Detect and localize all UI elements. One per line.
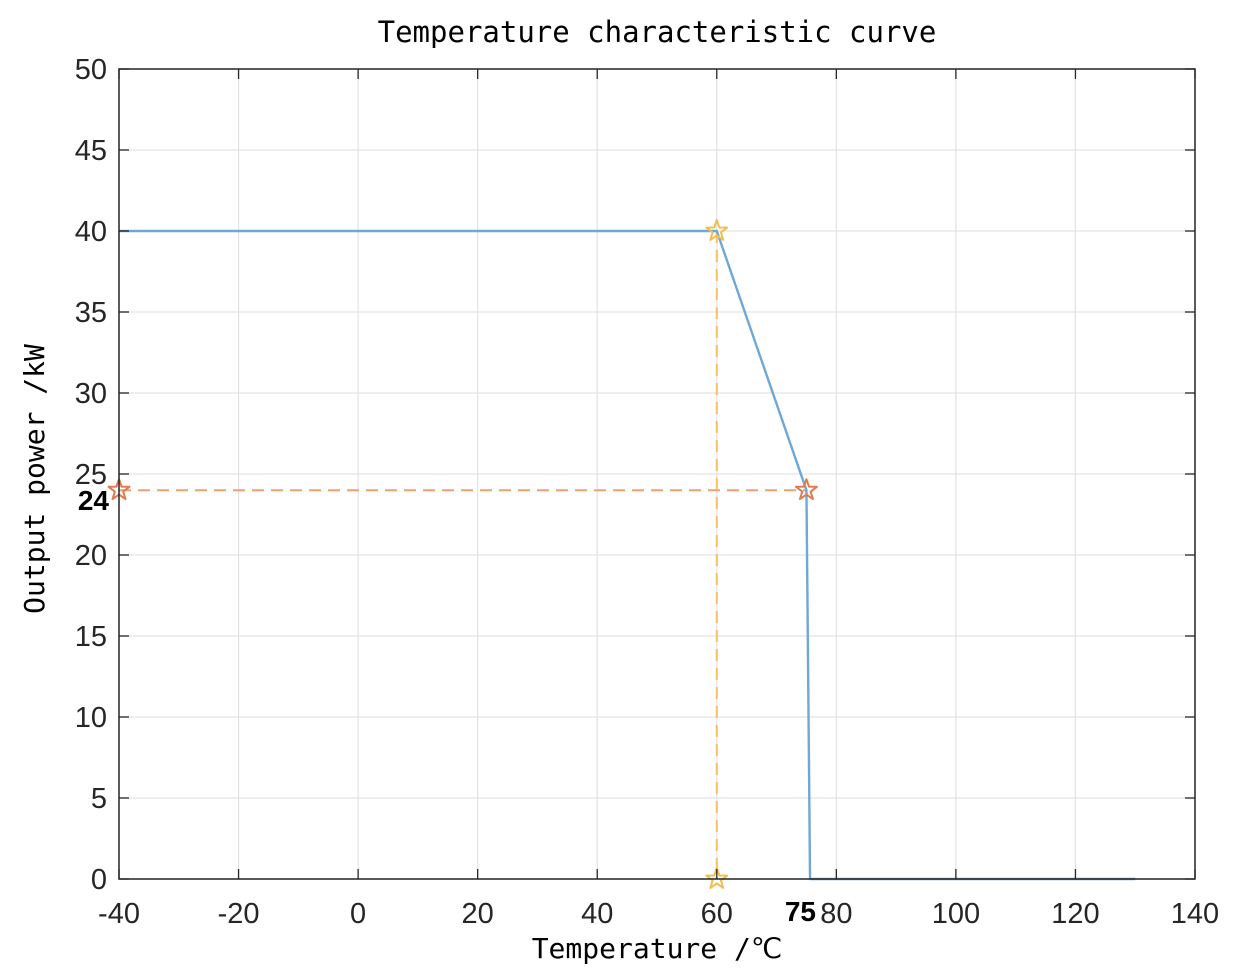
y-tick-label: 45 bbox=[75, 135, 107, 167]
x-tick-label: -40 bbox=[98, 898, 140, 930]
annotation-label: 24 bbox=[78, 485, 110, 516]
axis-ticks bbox=[118, 68, 1196, 880]
y-tick-label: 35 bbox=[75, 297, 107, 329]
annotation-label: 75 bbox=[785, 896, 816, 927]
y-tick-labels: 0 5 10 15 20 25 30 35 40 45 50 bbox=[75, 54, 107, 896]
y-tick-label: 15 bbox=[75, 621, 107, 653]
y-tick-label: 25 bbox=[75, 459, 107, 491]
annotations: 24 75 bbox=[78, 485, 816, 927]
chart-title: Temperature characteristic curve bbox=[378, 15, 937, 49]
x-tick-label: 40 bbox=[581, 898, 613, 930]
x-tick-label: 80 bbox=[820, 898, 852, 930]
y-axis-label: Output power /kW bbox=[18, 344, 51, 614]
x-tick-label: 60 bbox=[701, 898, 733, 930]
y-tick-label: 30 bbox=[75, 378, 107, 410]
x-tick-label: 20 bbox=[462, 898, 494, 930]
y-tick-label: 10 bbox=[75, 702, 107, 734]
star-marker bbox=[705, 219, 729, 241]
y-tick-label: 20 bbox=[75, 540, 107, 572]
x-tick-label: 140 bbox=[1171, 898, 1219, 930]
y-tick-label: 40 bbox=[75, 216, 107, 248]
y-tick-label: 5 bbox=[91, 783, 107, 815]
x-tick-label: 100 bbox=[932, 898, 980, 930]
x-tick-label: -20 bbox=[218, 898, 260, 930]
y-tick-label: 50 bbox=[75, 54, 107, 86]
x-axis-label: Temperature /℃ bbox=[532, 932, 783, 965]
x-tick-label: 0 bbox=[350, 898, 366, 930]
y-tick-label: 0 bbox=[91, 864, 107, 896]
reference-lines bbox=[119, 231, 807, 879]
x-tick-labels: -40 -20 0 20 40 60 80 100 120 140 bbox=[98, 898, 1219, 930]
star-marker bbox=[705, 867, 729, 889]
star-marker bbox=[794, 478, 818, 501]
x-tick-label: 120 bbox=[1051, 898, 1099, 930]
